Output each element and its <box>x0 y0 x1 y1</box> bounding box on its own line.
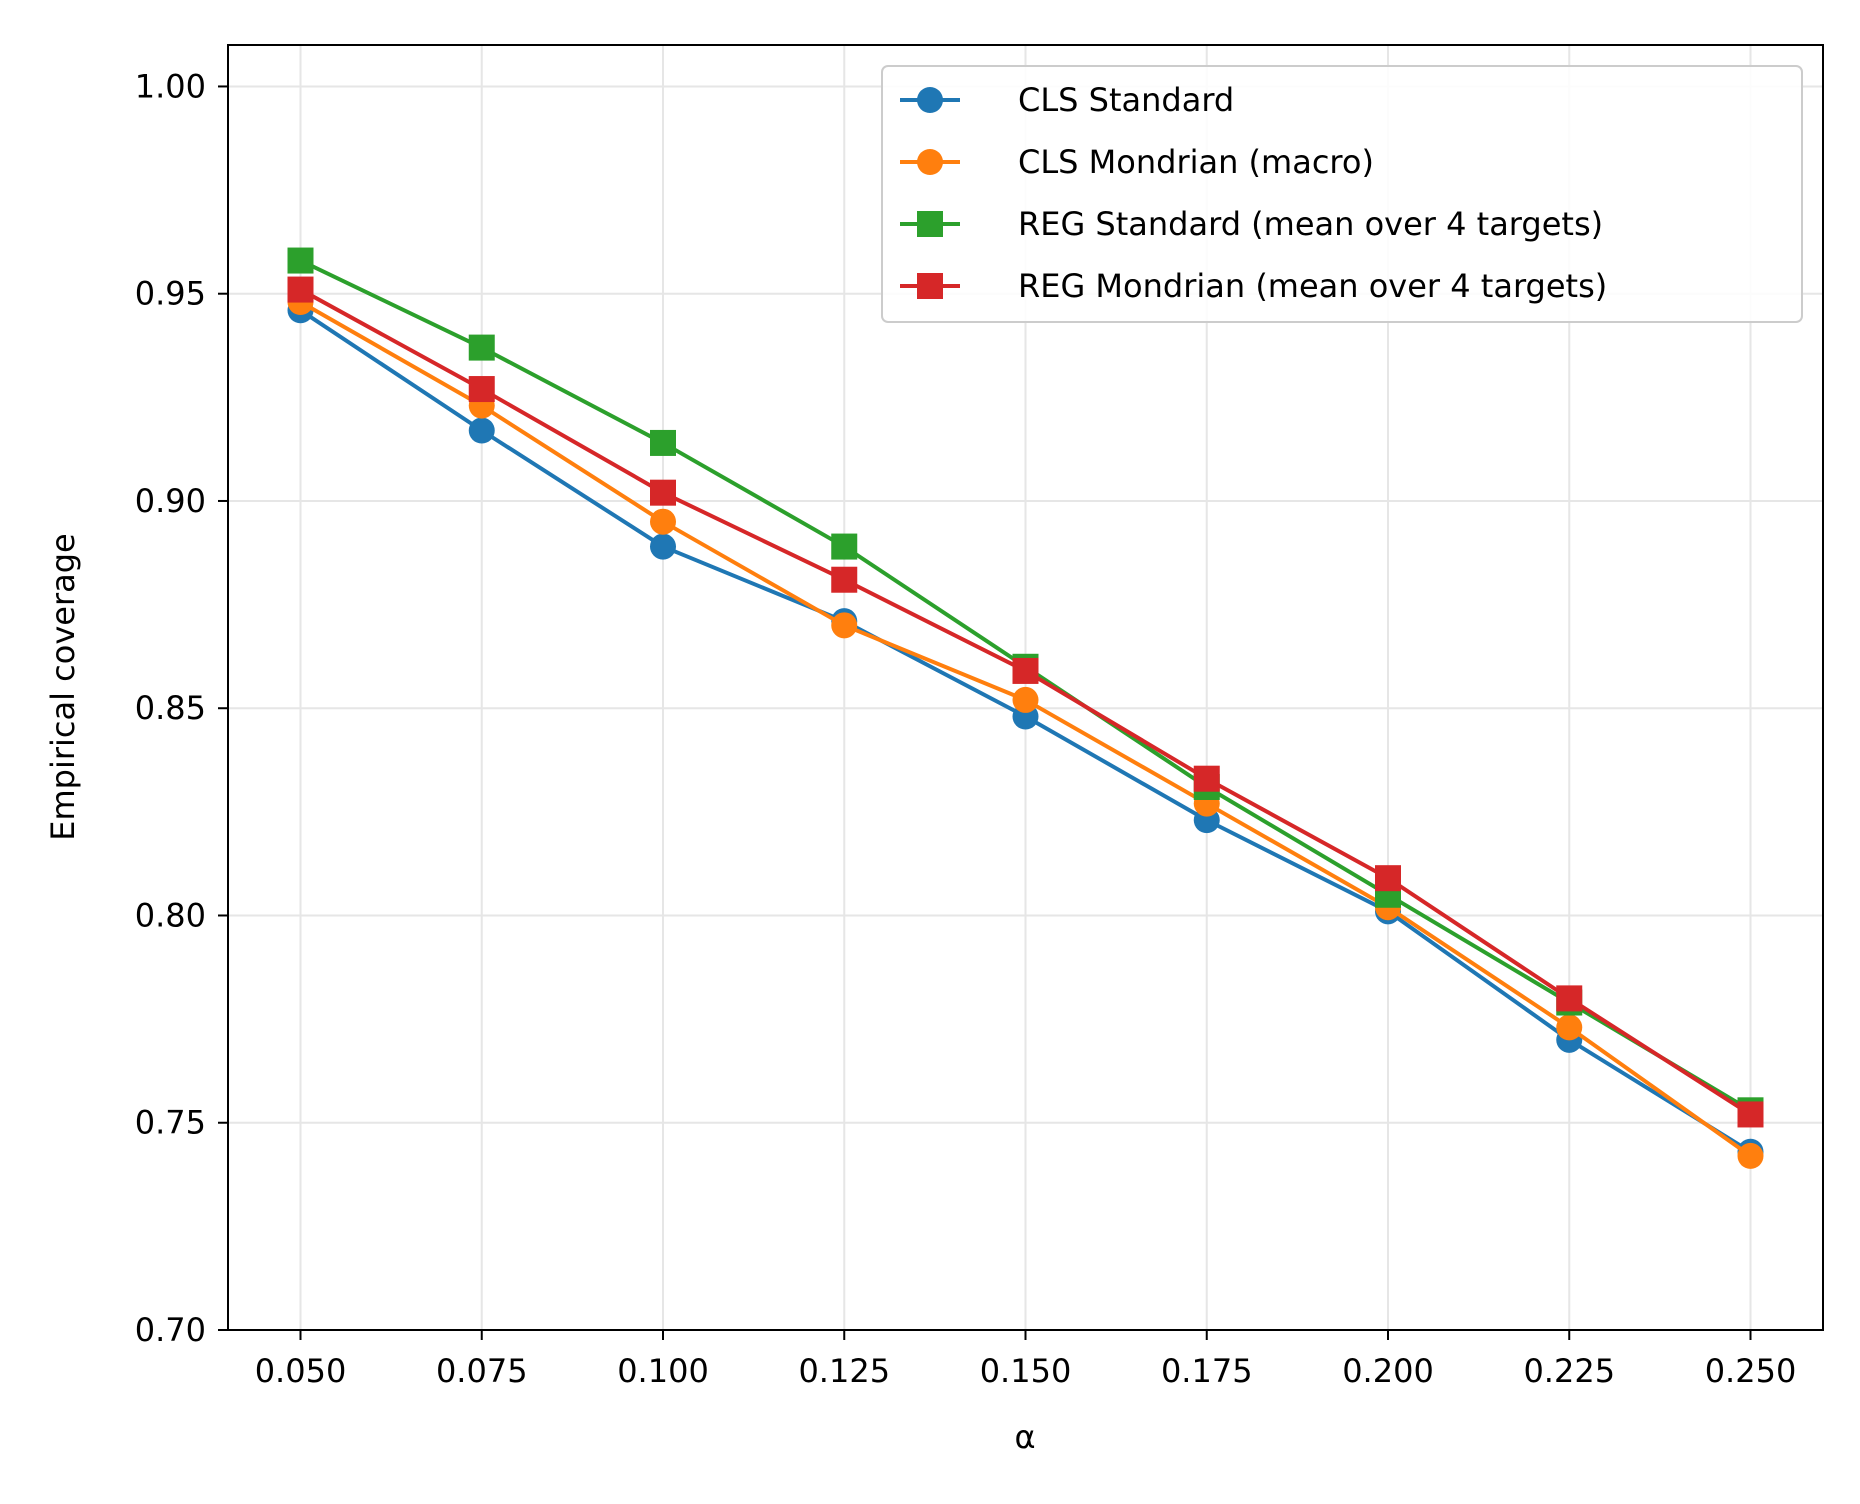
data-point <box>1375 865 1401 892</box>
x-tick-label: 0.150 <box>980 1352 1072 1390</box>
data-point <box>831 533 858 560</box>
y-tick-label: 0.85 <box>135 689 206 727</box>
data-point <box>831 566 858 593</box>
legend-entry-2: REG Standard (mean over 4 targets) <box>900 205 1603 243</box>
y-tick-label: 0.80 <box>135 896 206 934</box>
data-point <box>650 508 676 535</box>
x-tick-label: 0.200 <box>1342 1352 1434 1390</box>
x-tick-label: 0.125 <box>798 1352 890 1390</box>
legend-label: CLS Mondrian (macro) <box>1018 143 1374 181</box>
legend-marker <box>917 273 943 299</box>
y-tick-label: 0.70 <box>135 1311 206 1349</box>
y-tick-label: 0.90 <box>135 482 206 520</box>
legend-marker <box>917 149 943 175</box>
x-tick-label: 0.250 <box>1705 1352 1797 1390</box>
y-tick-label: 0.75 <box>135 1104 206 1142</box>
x-tick-label: 0.175 <box>1161 1352 1253 1390</box>
y-axis-label: Empirical coverage <box>44 533 82 840</box>
data-point <box>1193 765 1220 792</box>
x-tick-label: 0.100 <box>617 1352 709 1390</box>
legend-marker <box>917 211 943 237</box>
series-3 <box>287 276 1764 1128</box>
x-axis-label: α <box>1014 1418 1035 1456</box>
series-layer <box>287 247 1764 1169</box>
data-point <box>650 479 676 506</box>
data-point <box>468 417 495 444</box>
legend-entry-0: CLS Standard <box>900 81 1234 119</box>
legend-label: REG Mondrian (mean over 4 targets) <box>1018 267 1607 305</box>
data-point <box>831 612 858 639</box>
y-tick-label: 0.95 <box>135 275 206 313</box>
legend-entry-3: REG Mondrian (mean over 4 targets) <box>900 267 1607 305</box>
data-point <box>1737 1101 1764 1128</box>
data-point <box>1556 1014 1583 1041</box>
data-point <box>1737 1142 1764 1169</box>
data-point <box>650 429 676 456</box>
data-point <box>468 376 495 403</box>
legend-marker <box>917 87 943 113</box>
legend-entry-1: CLS Mondrian (macro) <box>900 143 1374 181</box>
x-tick-label: 0.075 <box>436 1352 528 1390</box>
data-point <box>287 247 314 274</box>
legend-label: REG Standard (mean over 4 targets) <box>1018 205 1603 243</box>
data-point <box>1012 657 1039 684</box>
data-point <box>468 334 495 361</box>
data-point <box>1012 686 1039 713</box>
legend-label: CLS Standard <box>1018 81 1234 119</box>
legend: CLS Standard CLS Mondrian (macro) REG Stan… <box>881 65 1803 323</box>
data-point <box>1556 985 1583 1012</box>
x-tick-label: 0.225 <box>1523 1352 1615 1390</box>
y-tick-label: 1.00 <box>135 67 206 105</box>
data-point <box>650 533 676 560</box>
axes: 0.050 0.075 0.100 0.125 0.150 0.175 0.200 0.225… <box>135 67 1797 1390</box>
legend-box <box>881 65 1803 323</box>
x-tick-label: 0.050 <box>255 1352 347 1390</box>
data-point <box>287 276 314 303</box>
